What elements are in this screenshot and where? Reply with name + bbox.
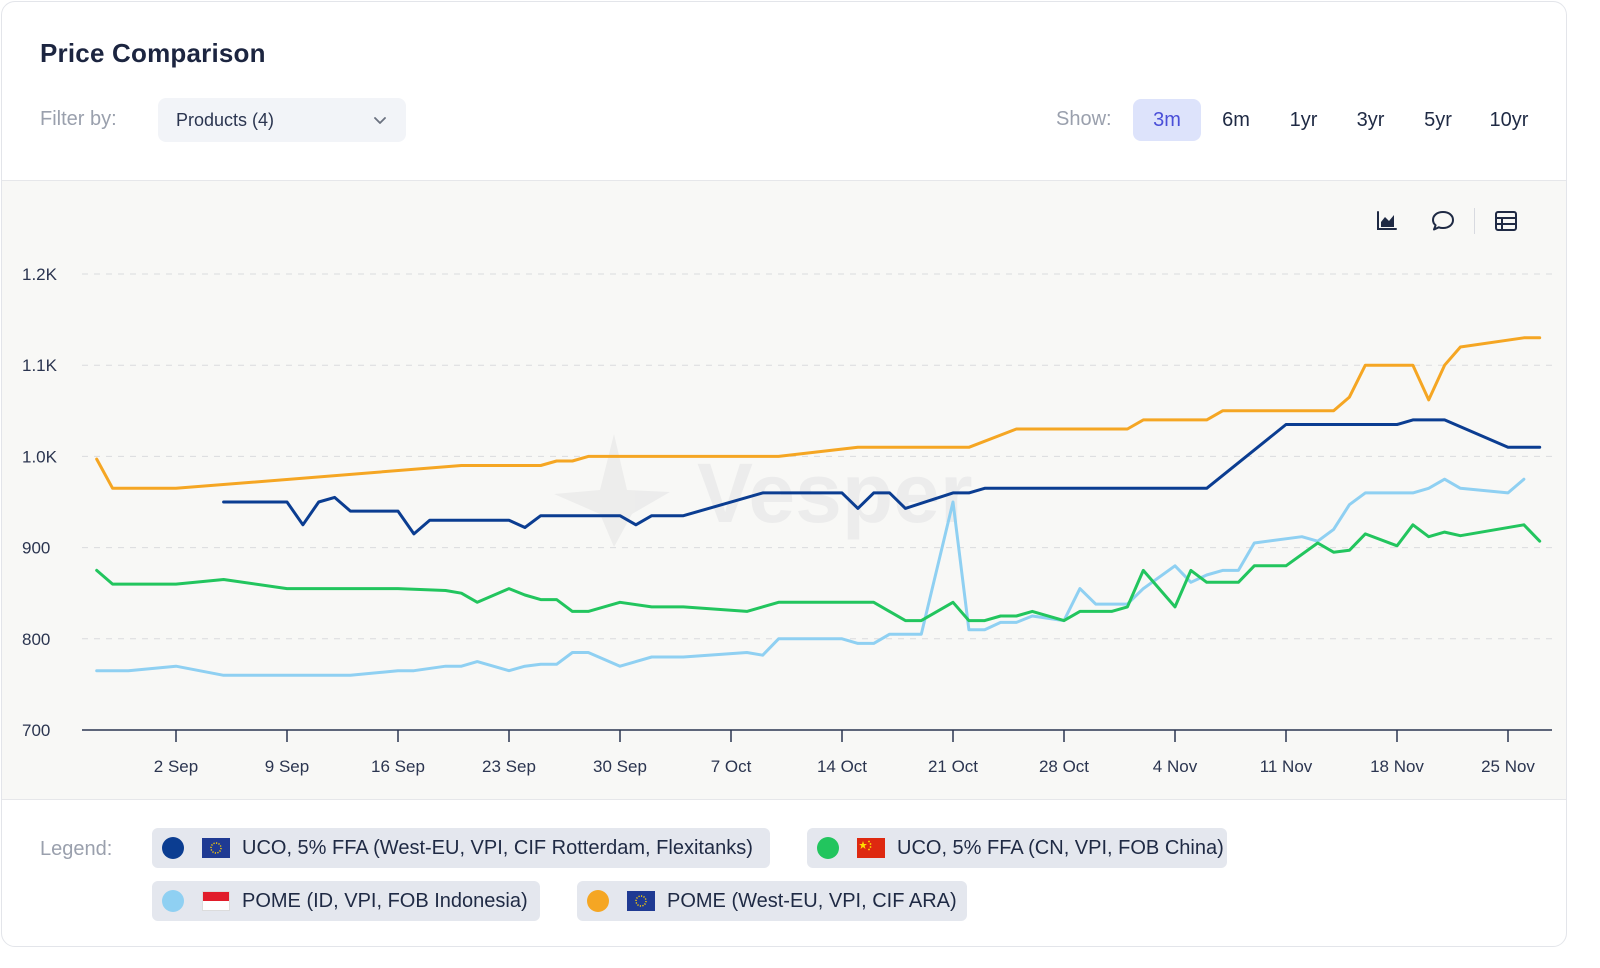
indonesia-flag-icon: [202, 891, 230, 911]
x-tick-label: 28 Oct: [1039, 757, 1089, 776]
chart-icon[interactable]: [1374, 208, 1400, 234]
legend-item-label: POME (West-EU, VPI, CIF ARA): [667, 889, 957, 912]
legend-item-3[interactable]: POME (West-EU, VPI, CIF ARA): [577, 881, 967, 921]
legend-item-label: POME (ID, VPI, FOB Indonesia): [242, 889, 528, 912]
y-tick-label: 900: [22, 539, 50, 558]
legend-item-label: UCO, 5% FFA (West-EU, VPI, CIF Rotterdam…: [242, 836, 753, 859]
eu-flag-icon: [627, 891, 655, 911]
range-button-6m[interactable]: 6m: [1222, 108, 1250, 131]
price-line-chart: Vesper 700 800 900 1.0K 1.1K 1.2K 2 Sep 9 Sep 1…: [22, 265, 1552, 776]
legend-color-dot: [162, 837, 184, 859]
toolbar-divider: [1474, 208, 1475, 234]
china-flag-icon: [857, 838, 885, 858]
page-title: Price Comparison: [40, 38, 266, 68]
range-button-10yr[interactable]: 10yr: [1489, 108, 1529, 131]
y-tick-label: 700: [22, 721, 50, 740]
x-tick-label: 16 Sep: [371, 757, 425, 776]
legend-color-dot: [587, 890, 609, 912]
price-comparison-card: Price Comparison Filter by: Products (4)…: [1, 1, 1567, 947]
range-button-3yr[interactable]: 3yr: [1356, 108, 1385, 131]
x-tick-label: 9 Sep: [265, 757, 309, 776]
x-tick-label: 14 Oct: [817, 757, 867, 776]
dropdown-value: Products (4): [176, 109, 275, 130]
y-tick-label: 1.1K: [22, 356, 58, 375]
x-tick-label: 4 Nov: [1153, 757, 1198, 776]
vesper-watermark: Vesper: [554, 434, 973, 547]
table-icon[interactable]: [1493, 208, 1519, 234]
x-tick-label: 25 Nov: [1481, 757, 1535, 776]
x-tick-label: 18 Nov: [1370, 757, 1424, 776]
legend-color-dot: [162, 890, 184, 912]
range-button-5yr[interactable]: 5yr: [1424, 108, 1452, 131]
legend-item-1[interactable]: UCO, 5% FFA (CN, VPI, FOB China): [807, 828, 1227, 868]
series-line-0[interactable]: [222, 418, 1542, 536]
legend-item-0[interactable]: UCO, 5% FFA (West-EU, VPI, CIF Rotterdam…: [152, 828, 770, 868]
y-tick-label: 1.0K: [22, 447, 58, 466]
range-button-1yr[interactable]: 1yr: [1289, 108, 1318, 131]
chevron-down-icon: [374, 117, 386, 124]
y-tick-label: 800: [22, 630, 50, 649]
x-tick-label: 21 Oct: [928, 757, 978, 776]
show-label: Show:: [1056, 108, 1112, 130]
filter-label: Filter by:: [40, 108, 117, 130]
range-button-3m[interactable]: 3m: [1133, 99, 1201, 141]
series-line-1[interactable]: [95, 523, 1542, 623]
eu-flag-icon: [202, 838, 230, 858]
series-line-2[interactable]: [95, 477, 1526, 677]
comment-icon[interactable]: [1430, 208, 1456, 234]
legend-label: Legend:: [40, 838, 113, 860]
legend-item-2[interactable]: POME (ID, VPI, FOB Indonesia): [152, 881, 540, 921]
x-tick-label: 7 Oct: [711, 757, 752, 776]
x-tick-label: 23 Sep: [482, 757, 536, 776]
products-dropdown[interactable]: Products (4): [158, 98, 406, 142]
series-line-3[interactable]: [95, 336, 1542, 490]
x-tick-label: 2 Sep: [154, 757, 198, 776]
x-tick-label: 11 Nov: [1260, 757, 1313, 776]
legend-item-label: UCO, 5% FFA (CN, VPI, FOB China): [897, 836, 1224, 859]
legend-color-dot: [817, 837, 839, 859]
chart-area: [2, 180, 1566, 800]
x-tick-label: 30 Sep: [593, 757, 647, 776]
y-tick-label: 1.2K: [22, 265, 58, 284]
